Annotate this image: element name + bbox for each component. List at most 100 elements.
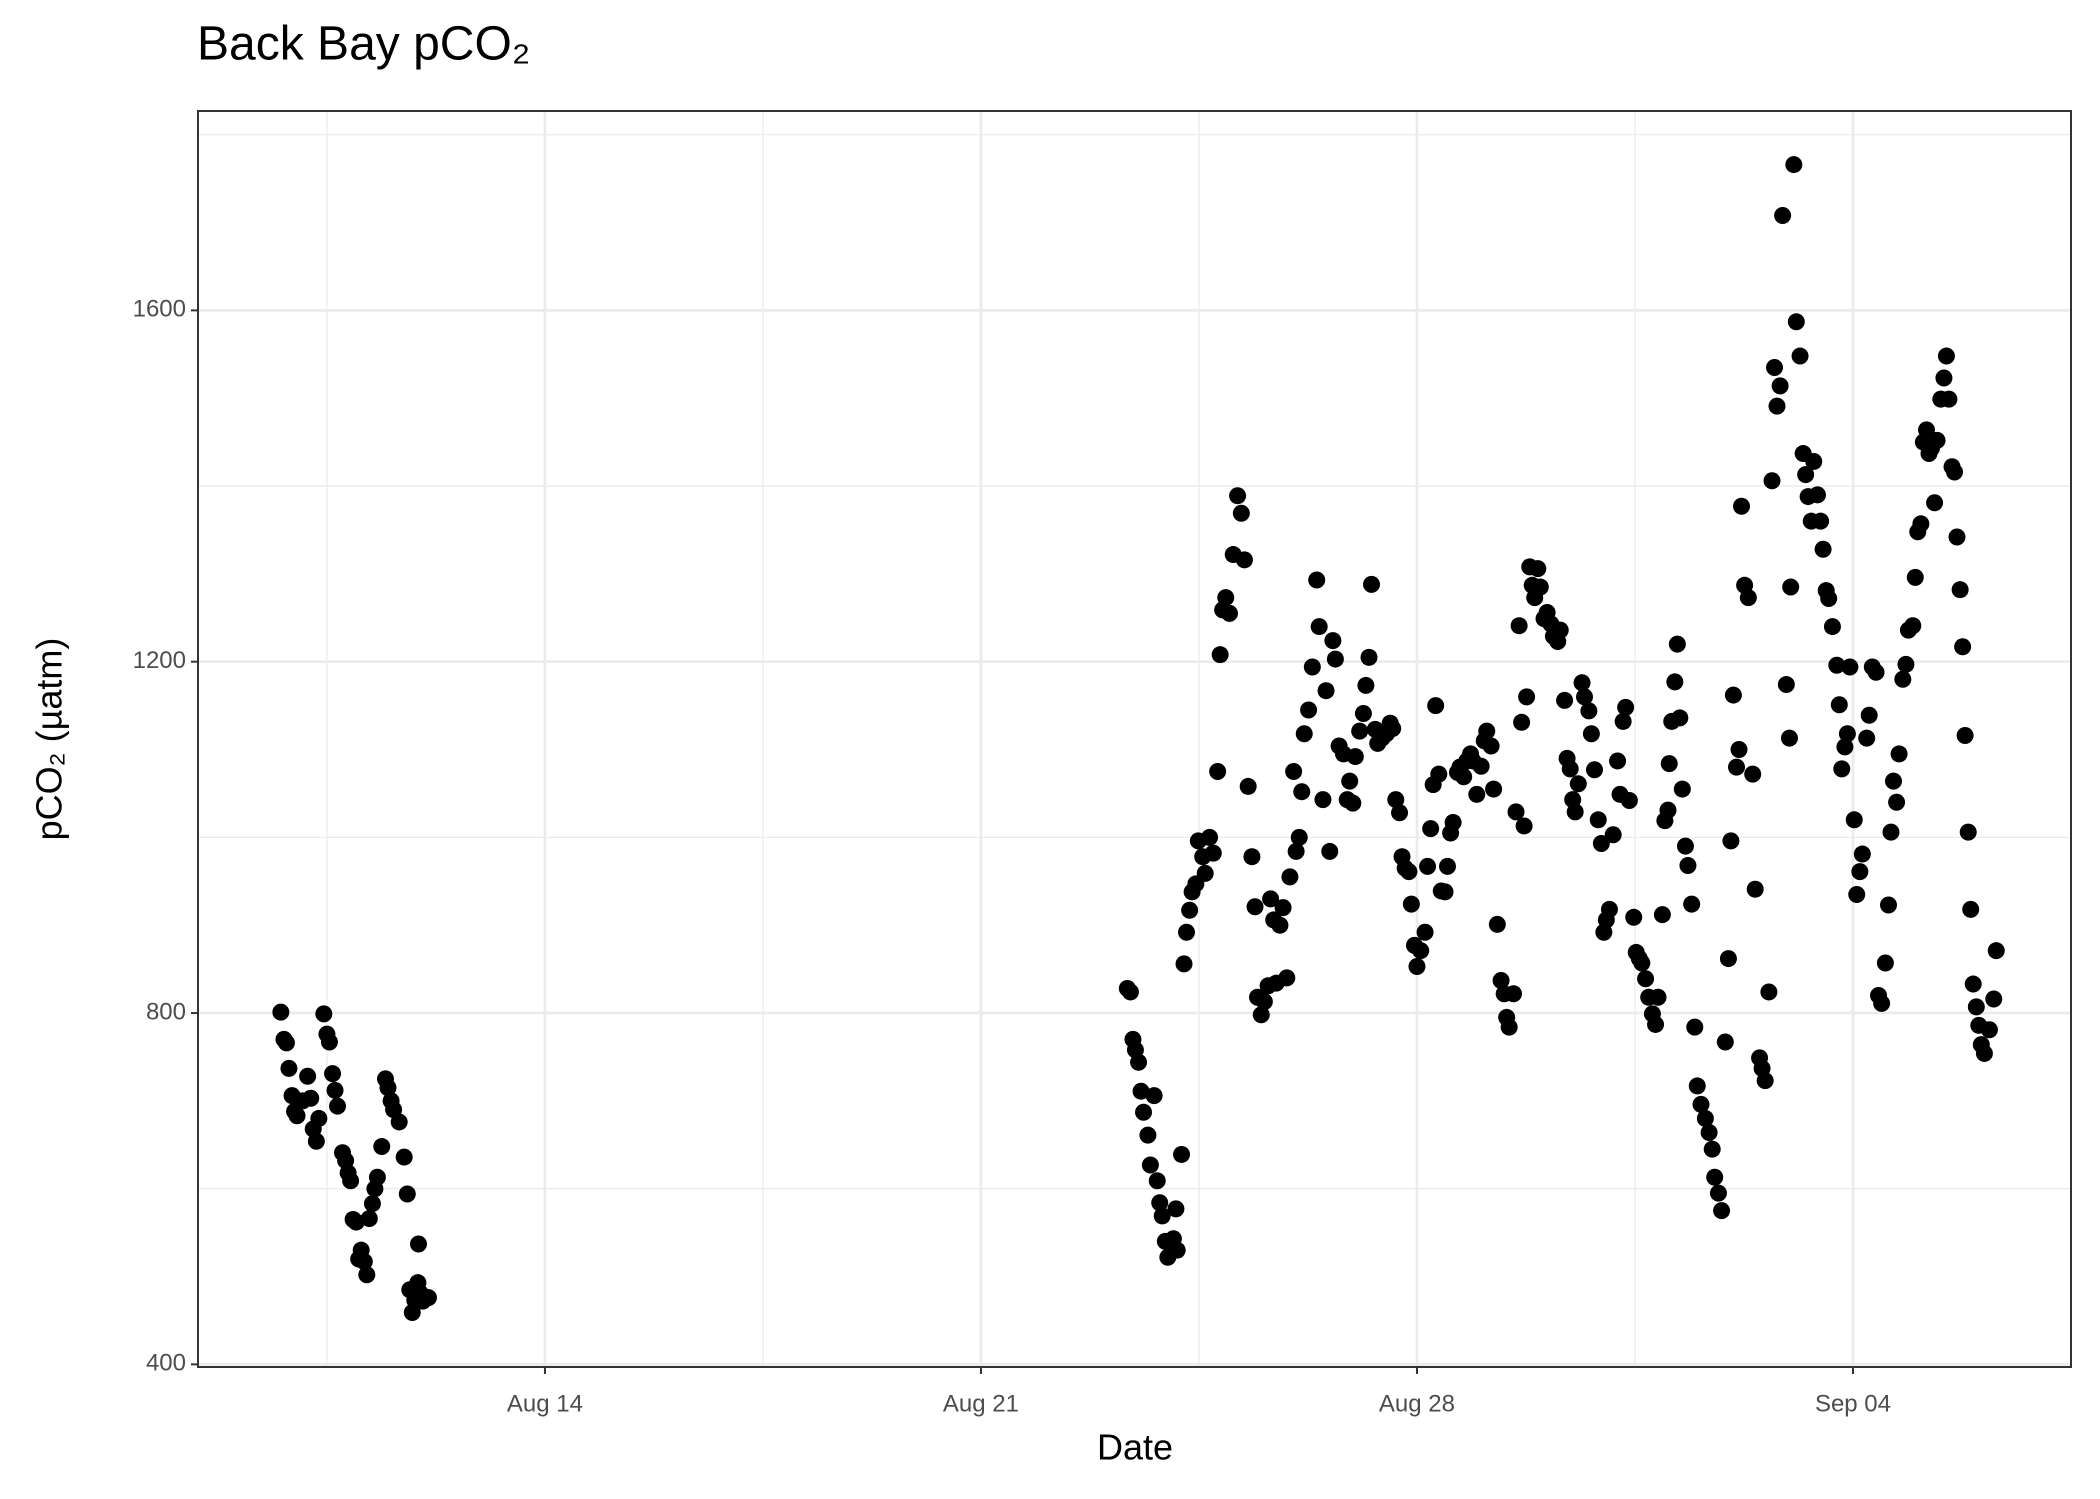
point: [1132, 1082, 1150, 1100]
point: [1582, 725, 1600, 743]
point: [1649, 988, 1667, 1006]
point: [1771, 377, 1789, 395]
point: [1833, 760, 1851, 778]
point: [1326, 650, 1344, 668]
point: [1153, 1207, 1171, 1225]
point: [1354, 705, 1372, 723]
point: [1121, 983, 1139, 1001]
point: [1589, 811, 1607, 829]
point: [1468, 785, 1486, 803]
point: [1625, 908, 1643, 926]
point: [347, 1213, 365, 1231]
point: [1531, 578, 1549, 596]
point: [1845, 811, 1863, 829]
point: [1722, 832, 1740, 850]
point: [1774, 207, 1792, 225]
point: [1823, 618, 1841, 636]
point: [1756, 1072, 1774, 1090]
point: [1888, 793, 1906, 811]
point: [1830, 696, 1848, 714]
point: [1666, 673, 1684, 691]
point: [1706, 1168, 1724, 1186]
point: [1220, 604, 1238, 622]
point: [1518, 688, 1536, 706]
point: [315, 1005, 333, 1023]
point: [1940, 390, 1958, 408]
point: [398, 1185, 416, 1203]
point: [358, 1266, 376, 1284]
point: [1135, 1103, 1153, 1121]
point: [1780, 729, 1798, 747]
point: [1964, 975, 1982, 993]
point: [1696, 1109, 1714, 1127]
point: [1363, 575, 1381, 593]
point: [1507, 803, 1525, 821]
point: [1400, 863, 1418, 881]
point: [1906, 568, 1924, 586]
point: [1935, 369, 1953, 387]
point: [1145, 1087, 1163, 1105]
point: [1204, 844, 1222, 862]
point: [1732, 497, 1750, 515]
point: [1416, 923, 1434, 941]
point: [1709, 1184, 1727, 1202]
point: [1985, 990, 2003, 1008]
point: [1408, 957, 1426, 975]
point: [1488, 915, 1506, 933]
point: [1585, 761, 1603, 779]
point: [1317, 682, 1335, 700]
point: [1566, 803, 1584, 821]
point: [1659, 801, 1677, 819]
point: [1692, 1095, 1710, 1113]
point: [1384, 719, 1402, 737]
point: [1713, 1202, 1731, 1220]
point: [390, 1113, 408, 1131]
point: [1716, 1033, 1734, 1051]
point: [1766, 358, 1784, 376]
point: [1838, 725, 1856, 743]
point: [1346, 748, 1364, 766]
point: [320, 1033, 338, 1051]
point: [1937, 347, 1955, 365]
point: [1556, 691, 1574, 709]
point: [1653, 906, 1671, 924]
point: [326, 1081, 344, 1099]
point: [1760, 983, 1778, 1001]
point: [1867, 663, 1885, 681]
point: [1246, 898, 1264, 916]
point: [1660, 755, 1678, 773]
point: [1308, 571, 1326, 589]
point: [1926, 494, 1944, 512]
point: [1300, 701, 1318, 719]
point: [1946, 463, 1964, 481]
point: [1444, 813, 1462, 831]
point: [1841, 658, 1859, 676]
point: [1700, 1123, 1718, 1141]
point: [1573, 674, 1591, 692]
point: [1987, 942, 2005, 960]
point: [1167, 1200, 1185, 1218]
point: [1828, 656, 1846, 674]
point: [1668, 635, 1686, 653]
point: [1139, 1126, 1157, 1144]
y-tick-label: 1200: [133, 647, 186, 674]
point: [1879, 896, 1897, 914]
x-tick-label: Aug 14: [507, 1390, 583, 1417]
point: [1391, 804, 1409, 822]
point: [368, 1168, 386, 1186]
point: [1196, 864, 1214, 882]
point: [1959, 823, 1977, 841]
point: [1797, 466, 1815, 484]
point: [1181, 901, 1199, 919]
point: [272, 1003, 290, 1021]
point: [1360, 648, 1378, 666]
point: [360, 1210, 378, 1228]
x-tick-label: Sep 04: [1815, 1390, 1891, 1417]
point: [1455, 768, 1473, 786]
point: [1351, 722, 1369, 740]
chart-title: Back Bay pCO₂: [197, 18, 530, 71]
point: [288, 1107, 306, 1125]
point: [1980, 1021, 1998, 1039]
